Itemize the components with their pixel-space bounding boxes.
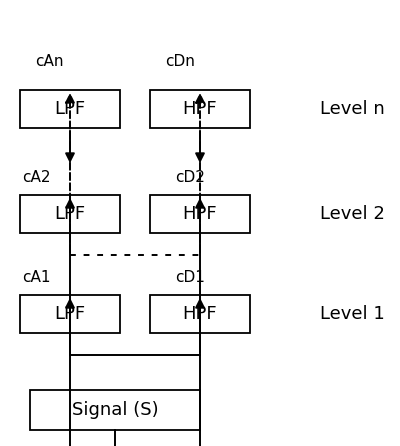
Text: LPF: LPF	[54, 305, 86, 323]
Text: Level n: Level n	[320, 100, 385, 118]
Bar	[150, 295, 250, 333]
Text: cDn: cDn	[165, 54, 195, 70]
Text: Signal (S): Signal (S)	[72, 401, 158, 419]
Text: Level 2: Level 2	[320, 205, 385, 223]
Text: cA1: cA1	[22, 271, 50, 285]
Text: LPF: LPF	[54, 100, 86, 118]
Text: cD1: cD1	[175, 271, 205, 285]
Text: HPF: HPF	[183, 100, 217, 118]
Text: HPF: HPF	[183, 305, 217, 323]
Bar	[20, 90, 120, 128]
Bar	[20, 195, 120, 233]
Bar	[150, 90, 250, 128]
Text: cA2: cA2	[22, 170, 50, 186]
Text: LPF: LPF	[54, 205, 86, 223]
Text: cD2: cD2	[175, 170, 205, 186]
Text: HPF: HPF	[183, 205, 217, 223]
Text: cAn: cAn	[35, 54, 64, 70]
Text: Level 1: Level 1	[320, 305, 385, 323]
Bar	[150, 195, 250, 233]
Bar	[20, 295, 120, 333]
Bar	[30, 390, 200, 430]
